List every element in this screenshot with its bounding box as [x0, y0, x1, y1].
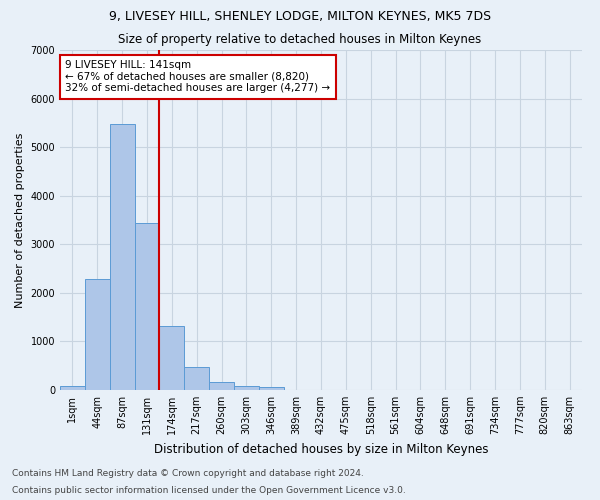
Y-axis label: Number of detached properties: Number of detached properties [15, 132, 25, 308]
Bar [209, 382, 234, 390]
Bar [259, 388, 284, 390]
Text: Contains public sector information licensed under the Open Government Licence v3: Contains public sector information licen… [12, 486, 406, 495]
Text: 9 LIVESEY HILL: 141sqm
← 67% of detached houses are smaller (8,820)
32% of semi-: 9 LIVESEY HILL: 141sqm ← 67% of detached… [65, 60, 331, 94]
Bar [160, 326, 184, 390]
Text: Contains HM Land Registry data © Crown copyright and database right 2024.: Contains HM Land Registry data © Crown c… [12, 468, 364, 477]
Bar [184, 367, 209, 390]
Bar [85, 280, 110, 390]
Text: 9, LIVESEY HILL, SHENLEY LODGE, MILTON KEYNES, MK5 7DS: 9, LIVESEY HILL, SHENLEY LODGE, MILTON K… [109, 10, 491, 23]
Text: Size of property relative to detached houses in Milton Keynes: Size of property relative to detached ho… [118, 32, 482, 46]
Bar [110, 124, 134, 390]
Bar [60, 386, 85, 390]
Bar [134, 224, 160, 390]
Bar [234, 386, 259, 390]
X-axis label: Distribution of detached houses by size in Milton Keynes: Distribution of detached houses by size … [154, 442, 488, 456]
